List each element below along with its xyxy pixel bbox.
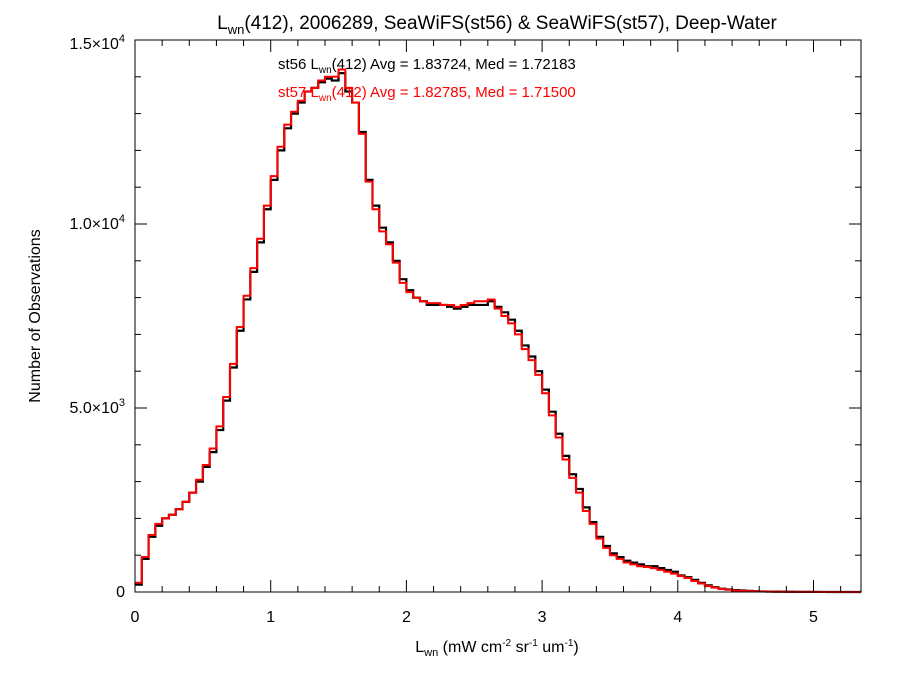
x-axis-label-mid1: (mW cm <box>438 639 502 656</box>
x-axis-label-post: ) <box>573 639 578 656</box>
y-tick-label-1: 5.0×103 <box>69 397 125 417</box>
y-tick-label-mantissa: 1.5×10 <box>69 36 118 53</box>
y-tick-label-3: 1.5×104 <box>69 33 125 53</box>
x-axis-label-mid2: sr <box>511 639 529 656</box>
x-axis-label-mid3: um <box>538 639 565 656</box>
y-axis-label: Number of Observations <box>27 229 44 402</box>
series-label-st56-post: (412) Avg = 1.83724, Med = 1.72183 <box>332 56 576 73</box>
series-line-st57 <box>135 68 861 593</box>
x-axis-label-sub: wn <box>423 647 438 659</box>
series-label-st57-sub: wn <box>318 93 332 104</box>
chart-title: Lwn(412), 2006289, SeaWiFS(st56) & SeaWi… <box>217 13 777 37</box>
series-label-st57: st57 Lwn(412) Avg = 1.82785, Med = 1.715… <box>278 84 576 104</box>
series-label-st56: st56 Lwn(412) Avg = 1.83724, Med = 1.721… <box>278 56 576 76</box>
x-axis-label-sup3: -1 <box>564 638 573 649</box>
y-tick-label-mantissa: 0 <box>116 584 125 601</box>
y-tick-label-exponent: 4 <box>119 213 125 225</box>
y-tick-label-mantissa: 1.0×10 <box>69 216 118 233</box>
y-tick-label-exponent: 3 <box>119 397 125 409</box>
x-tick-label-0: 0 <box>131 609 140 626</box>
series-line-st56 <box>135 72 861 594</box>
x-tick-label-5: 5 <box>809 609 818 626</box>
x-tick-label-1: 1 <box>266 609 275 626</box>
series-layer <box>135 68 861 594</box>
series-label-st56-pre: st56 L <box>278 56 319 73</box>
x-tick-label-3: 3 <box>538 609 547 626</box>
x-axis-label-sup1: -2 <box>502 638 511 649</box>
x-axis-label-pre: L <box>415 639 424 656</box>
chart-title-post: (412), 2006289, SeaWiFS(st56) & SeaWiFS(… <box>244 13 777 34</box>
x-axis-label-sup2: -1 <box>529 638 538 649</box>
x-tick-label-4: 4 <box>673 609 682 626</box>
series-label-st57-post: (412) Avg = 1.82785, Med = 1.71500 <box>332 84 576 101</box>
y-tick-label-exponent: 4 <box>119 33 125 45</box>
x-tick-label-2: 2 <box>402 609 411 626</box>
chart-title-sub: wn <box>227 22 245 37</box>
series-label-st56-sub: wn <box>318 65 332 76</box>
y-tick-label-mantissa: 5.0×10 <box>69 400 118 417</box>
x-axis-label: Lwn (mW cm-2 sr-1 um-1) <box>415 638 578 659</box>
plot-frame <box>134 39 862 593</box>
chart-title-pre: L <box>217 13 228 34</box>
y-tick-label-0: 0 <box>116 584 125 601</box>
series-label-st57-pre: st57 L <box>278 84 319 101</box>
y-tick-label-2: 1.0×104 <box>69 213 125 233</box>
